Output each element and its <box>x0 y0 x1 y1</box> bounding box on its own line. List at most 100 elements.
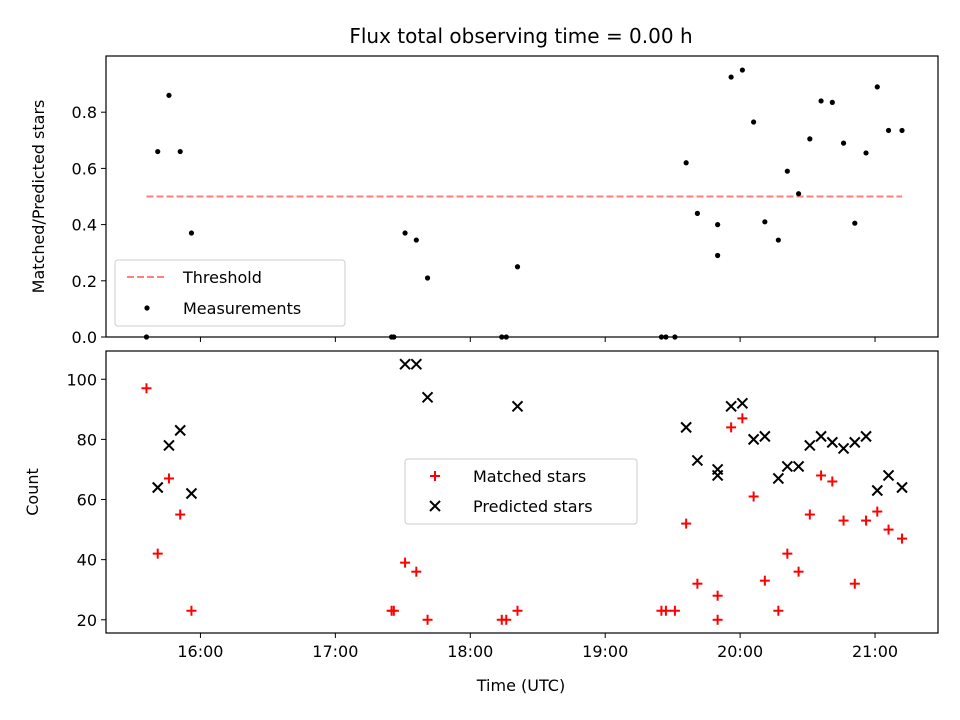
bottom-panel: 20 40 60 80 100 16:00 17:00 18:00 19:00 20:00 21:… <box>23 350 939 695</box>
measurement-point <box>166 92 172 98</box>
matched-star-point <box>692 578 703 589</box>
measurement-point <box>424 275 431 281</box>
measurement-point <box>829 99 835 105</box>
matched-star-point <box>501 614 512 625</box>
bottom-legend-box <box>404 458 638 525</box>
matched-star-point <box>400 557 411 568</box>
predicted-star-point <box>804 439 816 452</box>
matched-star-point <box>152 548 163 559</box>
matched-star-point <box>422 614 433 625</box>
top-legend-measurements-label: Measurements <box>183 299 301 318</box>
matched-star-point <box>712 590 723 601</box>
measurement-point <box>694 210 700 216</box>
measurement-point <box>899 127 905 134</box>
measurement-point <box>402 230 408 236</box>
measurement-point <box>715 222 721 228</box>
top-x-ticks <box>199 337 876 342</box>
predicted-star-point <box>747 433 760 446</box>
bottom-legend-matched-label: Matched stars <box>473 467 586 486</box>
measurement-point <box>775 237 781 243</box>
matched-star-point <box>388 605 399 616</box>
bottom-legend: Matched stars Predicted stars <box>404 458 638 525</box>
predicted-star-point <box>174 424 186 437</box>
y-tick-label: 0.0 <box>72 328 97 347</box>
top-legend: Threshold Measurements <box>114 259 346 327</box>
measurement-point <box>751 119 757 125</box>
bottom-x-axis-title: Time (UTC) <box>476 676 565 695</box>
matched-star-point <box>849 578 860 589</box>
predicted-star-point <box>792 460 805 473</box>
x-tick-label: 16:00 <box>177 642 223 661</box>
predicted-star-point <box>815 430 827 443</box>
measurement-point <box>739 67 745 73</box>
measurement-point <box>728 74 734 80</box>
predicted-star-point <box>871 484 883 497</box>
measurement-point <box>807 136 813 142</box>
matched-star-point <box>186 605 197 616</box>
y-tick-label: 0.4 <box>72 216 97 235</box>
chart-title: Flux total observing time = 0.00 h <box>349 24 692 48</box>
predicted-star-point <box>680 421 692 434</box>
predicted-star-point <box>772 472 785 485</box>
top-legend-measurements-swatch <box>144 305 150 311</box>
measurement-point <box>188 230 195 236</box>
matched-star-point <box>872 506 883 517</box>
measurement-point <box>514 264 521 270</box>
predicted-star-point <box>837 442 850 455</box>
matched-star-point <box>759 575 770 586</box>
matched-star-point <box>773 605 784 616</box>
y-tick-label: 60 <box>77 491 97 510</box>
matched-star-point <box>512 605 523 616</box>
y-tick-label: 40 <box>77 551 97 570</box>
x-tick-label: 20:00 <box>717 642 763 661</box>
top-legend-box <box>114 259 346 327</box>
predicted-star-point <box>511 400 524 413</box>
matched-star-point <box>883 524 894 535</box>
matched-star-point <box>175 509 186 520</box>
matched-star-point <box>141 383 152 394</box>
measurement-point <box>683 160 689 166</box>
matched-star-point <box>804 509 815 520</box>
measurement-point <box>715 252 721 259</box>
matched-star-point <box>838 515 849 526</box>
predicted-star-point <box>163 439 175 452</box>
matched-star-point <box>726 422 737 433</box>
matched-star-point <box>748 491 759 502</box>
matched-star-point <box>827 476 838 487</box>
matched-star-point <box>861 515 872 526</box>
bottom-legend-predicted-swatch <box>429 500 441 512</box>
predicted-star-point <box>896 481 908 494</box>
matched-star-point <box>411 566 422 577</box>
matched-star-point <box>897 533 908 544</box>
measurement-point <box>784 168 790 174</box>
bottom-y-axis-title: Count <box>23 468 42 516</box>
measurement-point <box>852 220 858 226</box>
predicted-star-point <box>410 358 423 370</box>
predicted-star-point <box>781 460 794 473</box>
bottom-legend-matched-swatch <box>430 471 440 481</box>
predicted-star-point <box>849 436 861 449</box>
y-tick-label: 0.2 <box>72 272 97 291</box>
measurement-point <box>885 127 892 134</box>
matched-star-point <box>660 605 671 616</box>
bottom-plot-frame <box>105 350 939 634</box>
predicted-star-point <box>736 397 749 410</box>
y-tick-label: 20 <box>77 611 97 630</box>
bottom-legend-predicted-label: Predicted stars <box>473 497 593 516</box>
predicted-star-point <box>882 469 895 482</box>
top-y-ticks: 0.0 0.2 0.4 0.6 0.8 <box>72 103 106 347</box>
legend-x-marker <box>429 500 441 512</box>
measurement-point <box>795 191 802 197</box>
measurement-point <box>840 140 847 146</box>
x-tick-label: 19:00 <box>582 642 628 661</box>
matched-star-point <box>163 473 174 484</box>
bottom-marks <box>141 358 908 625</box>
predicted-star-point <box>759 430 771 443</box>
measurement-point <box>413 237 419 243</box>
measurement-point <box>874 84 880 90</box>
bottom-x-ticks: 16:00 17:00 18:00 19:00 20:00 21:00 <box>177 633 898 661</box>
x-tick-label: 21:00 <box>852 642 898 661</box>
y-tick-label: 0.6 <box>72 159 97 178</box>
matched-star-point <box>737 413 748 424</box>
